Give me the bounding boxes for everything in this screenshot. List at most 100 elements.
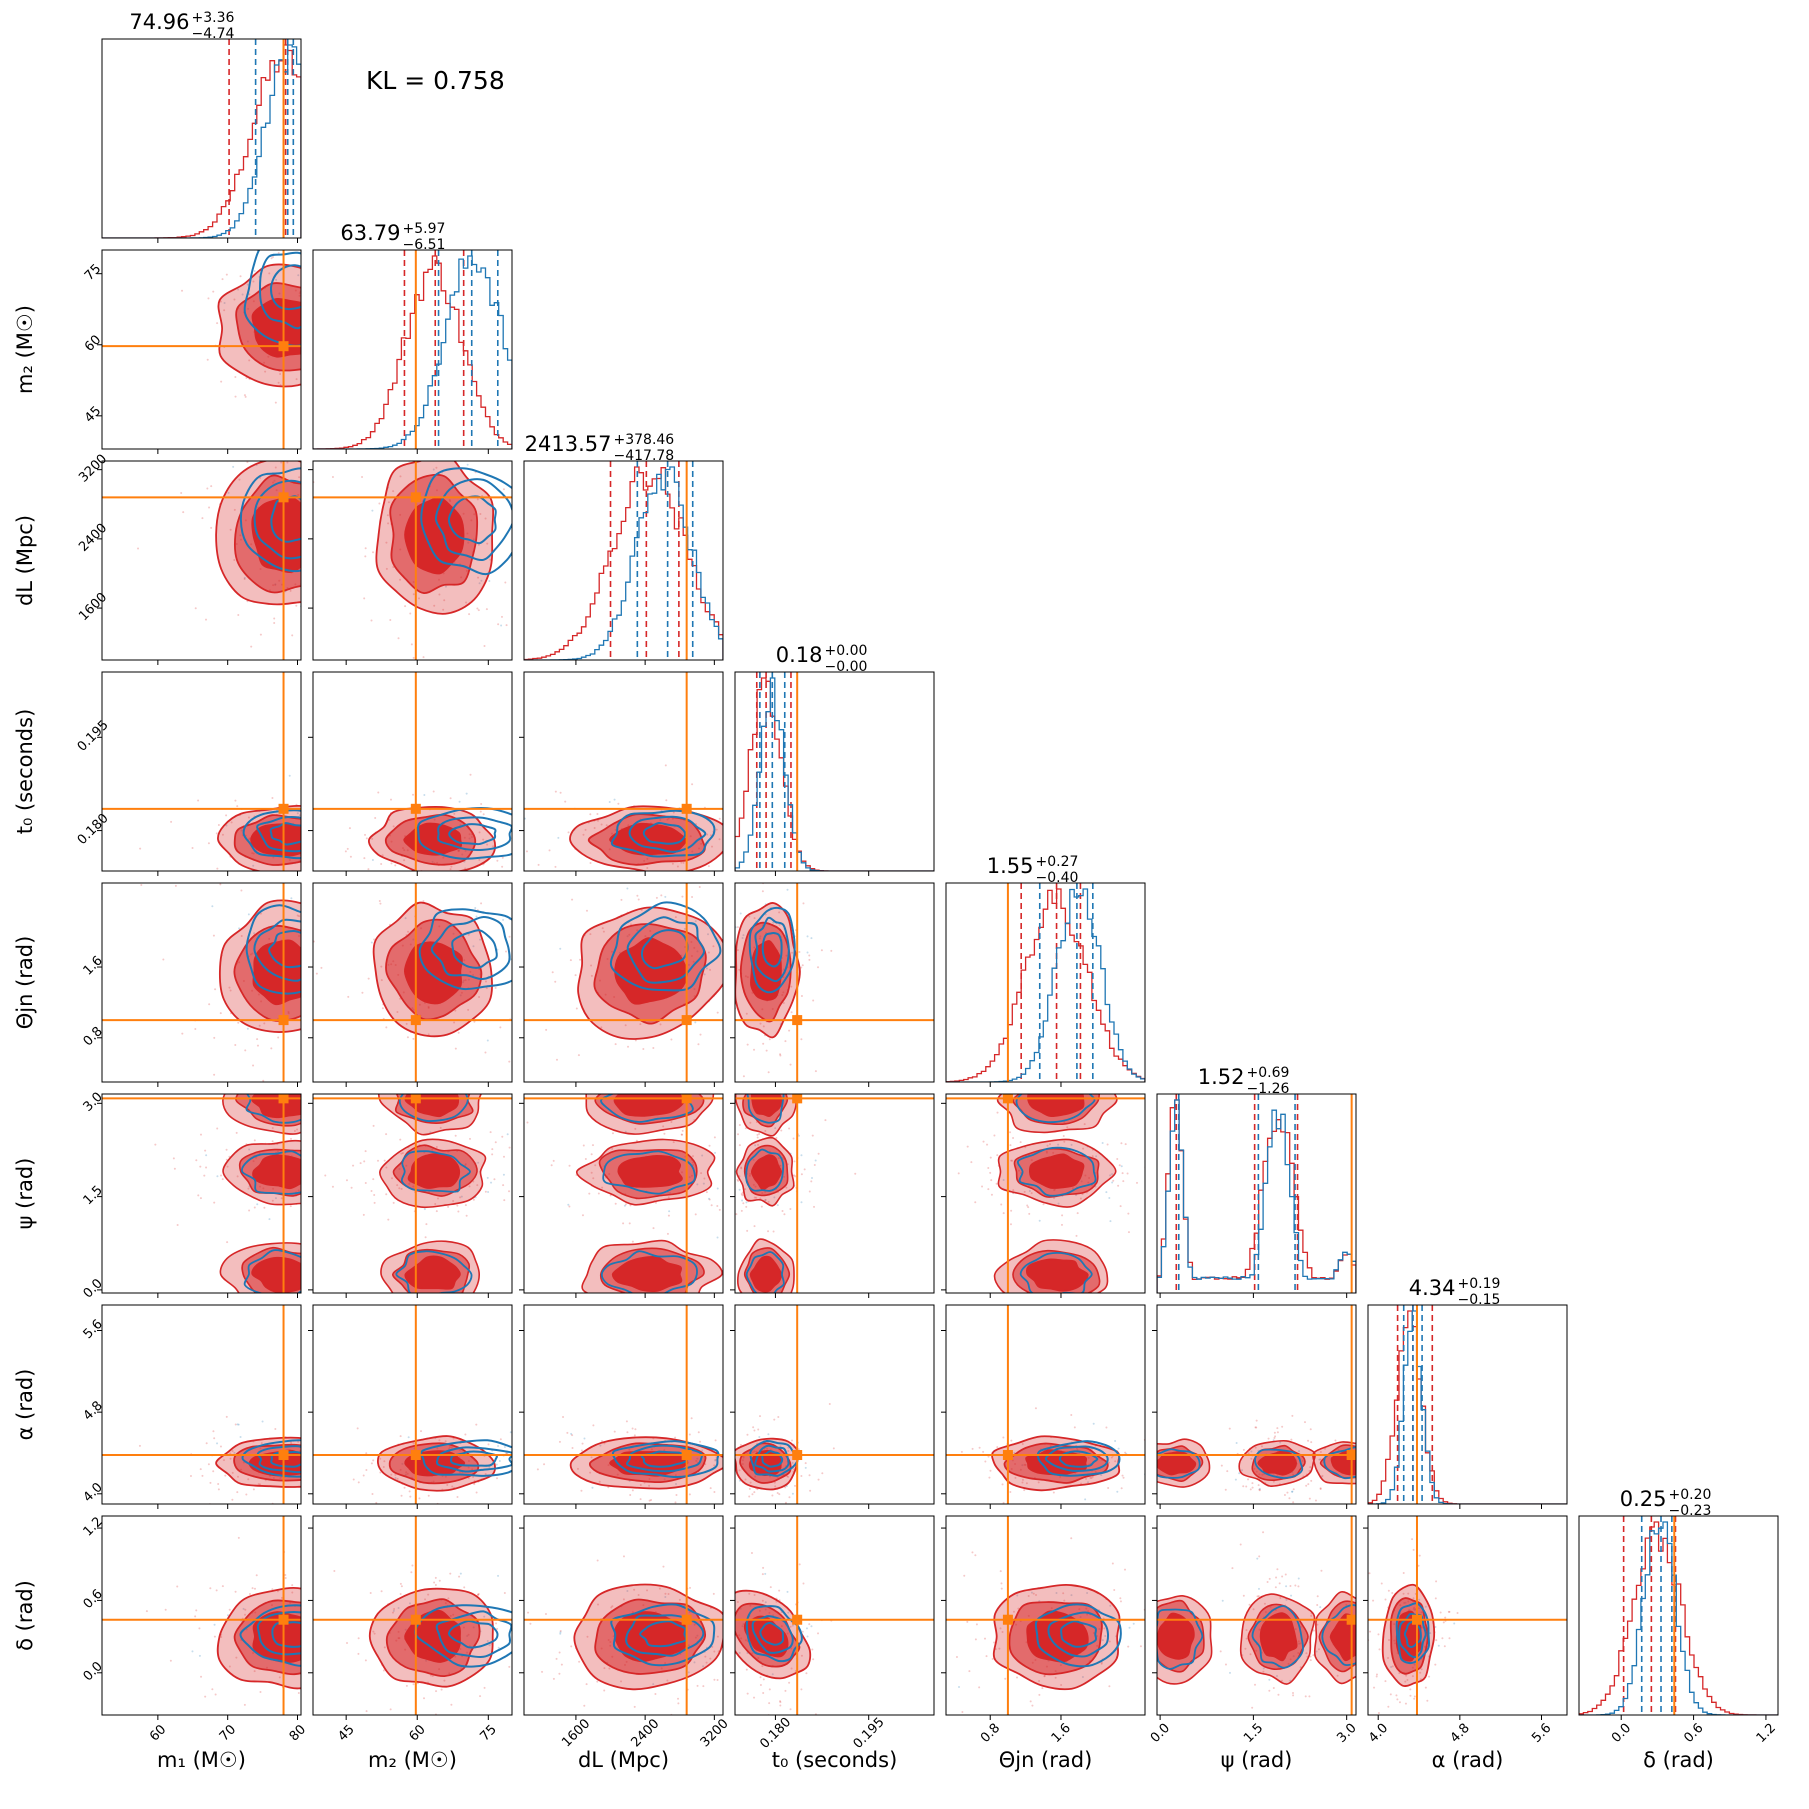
truth-marker	[1411, 1614, 1422, 1625]
sample-point	[759, 1676, 762, 1679]
sample-point	[1360, 1648, 1362, 1650]
sample-point	[477, 609, 480, 612]
sample-point	[1263, 1602, 1266, 1605]
sample-point	[343, 1633, 345, 1635]
sample-point	[475, 875, 477, 877]
sample-point	[784, 1040, 787, 1043]
sample-point	[983, 1637, 986, 1640]
sample-point	[768, 1038, 771, 1041]
sample-point	[571, 1446, 574, 1449]
sample-point	[380, 301, 382, 303]
sample-point	[1291, 1490, 1294, 1493]
sample-point	[474, 1034, 476, 1036]
sample-point	[789, 1063, 792, 1066]
sample-point	[820, 949, 823, 952]
sample-point	[800, 1688, 803, 1691]
sample-point	[318, 795, 320, 797]
panel-frame	[1578, 1515, 1779, 1716]
contour-red	[251, 1256, 301, 1293]
sample-point	[336, 1464, 338, 1466]
sample-point	[751, 1493, 754, 1496]
sample-point	[433, 604, 436, 607]
sample-point	[453, 812, 456, 815]
sample-point	[400, 1187, 403, 1190]
sample-point	[759, 839, 761, 841]
sample-point	[1418, 1554, 1421, 1557]
sample-point	[515, 817, 517, 819]
sample-point	[277, 251, 280, 254]
sample-point	[589, 861, 592, 864]
sample-point	[1122, 1180, 1125, 1183]
sample-point	[712, 1592, 715, 1595]
sample-point	[305, 296, 307, 298]
sample-point	[352, 1667, 354, 1669]
sample-point	[228, 1665, 231, 1668]
sample-point	[717, 921, 719, 923]
sample-point	[664, 1595, 667, 1598]
sample-point	[444, 1440, 447, 1443]
sample-point	[1244, 1647, 1247, 1650]
contour-blue	[245, 904, 301, 995]
sample-point	[279, 233, 281, 235]
sample-point	[981, 1185, 984, 1188]
sample-point	[1014, 1476, 1017, 1479]
sample-point	[1238, 1472, 1241, 1475]
sample-point	[540, 1568, 542, 1570]
sample-point	[334, 1000, 336, 1002]
contour-blue	[600, 1250, 698, 1293]
sample-point	[1043, 1675, 1046, 1678]
sample-point	[296, 812, 299, 815]
sample-point	[759, 1022, 762, 1025]
sample-point	[996, 1446, 999, 1449]
sample-point	[1090, 1477, 1093, 1480]
sample-point	[350, 852, 352, 854]
sample-point	[274, 1197, 277, 1200]
sample-point	[779, 1704, 782, 1707]
sample-point	[637, 1593, 640, 1596]
sample-point	[207, 297, 210, 300]
panel-m2-dL	[308, 453, 533, 665]
sample-point	[555, 1058, 558, 1061]
sample-point	[503, 1592, 506, 1595]
sample-point	[405, 1022, 408, 1025]
sample-point	[1257, 1587, 1260, 1590]
sample-point	[532, 1146, 534, 1148]
sample-point	[1319, 1458, 1322, 1461]
sample-point	[1254, 1426, 1257, 1429]
sample-point	[381, 1126, 383, 1128]
contour-red	[1257, 1450, 1298, 1476]
x-tick-label: 1.6	[1049, 1721, 1074, 1746]
panel-psi-delta: 0.0 1.5 3.0	[1148, 1515, 1360, 1746]
sample-point	[697, 1043, 700, 1046]
sample-point	[212, 934, 215, 937]
sample-point	[531, 506, 533, 508]
sample-point	[748, 1487, 751, 1490]
x-tick-label: 1.5	[1241, 1721, 1266, 1746]
sample-point	[215, 832, 218, 835]
histogram-blue	[313, 255, 512, 449]
sample-point	[237, 613, 240, 616]
sample-point	[552, 1677, 555, 1680]
sample-point	[764, 1601, 767, 1604]
sample-point	[1274, 1435, 1277, 1438]
sample-point	[1228, 1671, 1231, 1674]
sample-point	[221, 1178, 224, 1181]
sample-point	[244, 395, 247, 398]
sample-point	[633, 1434, 636, 1437]
sample-point	[387, 522, 390, 525]
sample-point	[1298, 1450, 1301, 1453]
sample-point	[741, 1199, 744, 1202]
sample-point	[574, 974, 577, 977]
sample-point	[280, 1596, 283, 1599]
sample-point	[658, 1587, 661, 1590]
sample-point	[1002, 1212, 1005, 1215]
sample-point	[194, 1027, 197, 1030]
sample-point	[241, 245, 243, 247]
sample-point	[1413, 1695, 1416, 1698]
sample-point	[481, 878, 483, 880]
sample-point	[219, 300, 222, 303]
sample-point	[1009, 1144, 1012, 1147]
sample-point	[347, 1176, 349, 1178]
sample-point	[581, 1214, 584, 1217]
sample-point	[430, 453, 432, 455]
